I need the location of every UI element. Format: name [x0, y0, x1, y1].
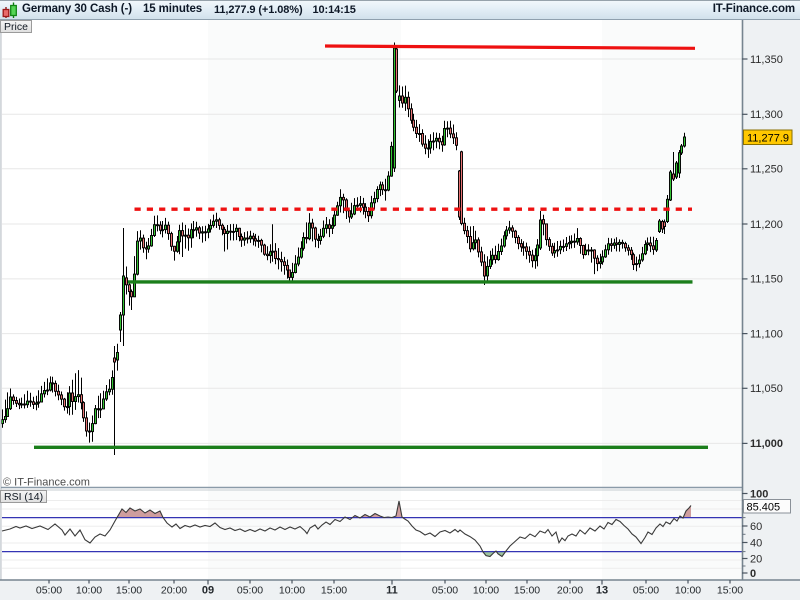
svg-text:15:00: 15:00	[514, 585, 540, 597]
svg-text:20:00: 20:00	[161, 585, 187, 597]
svg-text:09: 09	[202, 585, 214, 597]
svg-text:13: 13	[596, 585, 608, 597]
svg-text:11,250: 11,250	[750, 164, 783, 176]
svg-text:20: 20	[750, 553, 762, 565]
svg-text:11,350: 11,350	[750, 54, 783, 66]
svg-text:10:00: 10:00	[279, 585, 305, 597]
svg-text:10:00: 10:00	[473, 585, 499, 597]
svg-text:11,100: 11,100	[750, 328, 783, 340]
svg-text:11: 11	[386, 585, 398, 597]
svg-text:© IT-Finance.com: © IT-Finance.com	[3, 477, 90, 489]
svg-text:20:00: 20:00	[557, 585, 583, 597]
svg-text:11,277.9: 11,277.9	[747, 132, 789, 144]
svg-text:10:00: 10:00	[675, 585, 701, 597]
svg-text:11,050: 11,050	[750, 383, 783, 395]
svg-text:11,000: 11,000	[750, 438, 783, 450]
svg-text:85.405: 85.405	[747, 501, 781, 513]
svg-text:05:00: 05:00	[237, 585, 263, 597]
svg-text:11,300: 11,300	[750, 109, 783, 121]
svg-text:15:00: 15:00	[321, 585, 347, 597]
svg-text:0: 0	[750, 568, 756, 580]
svg-text:60: 60	[750, 521, 762, 533]
svg-text:05:00: 05:00	[633, 585, 659, 597]
svg-text:100: 100	[750, 488, 768, 500]
svg-text:15:00: 15:00	[717, 585, 743, 597]
svg-text:15:00: 15:00	[116, 585, 142, 597]
svg-text:11,200: 11,200	[750, 219, 783, 231]
svg-text:11,150: 11,150	[750, 274, 783, 286]
svg-text:05:00: 05:00	[432, 585, 458, 597]
svg-text:40: 40	[750, 537, 762, 549]
svg-text:05:00: 05:00	[36, 585, 62, 597]
svg-text:10:00: 10:00	[76, 585, 102, 597]
